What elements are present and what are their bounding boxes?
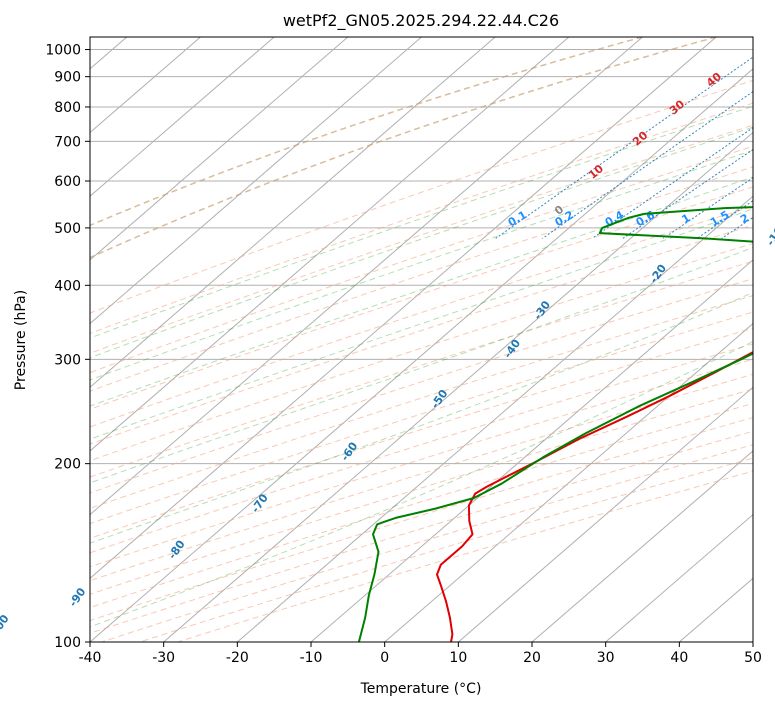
isotherm-line (90, 68, 753, 642)
dry-adiabat-label: -10 (764, 224, 775, 248)
dry-adiabat-line (90, 358, 753, 568)
x-axis-label: Temperature (°C) (360, 681, 482, 697)
dry-adiabat-line (90, 416, 753, 622)
dry-adiabat-label: -90 (66, 585, 88, 609)
isotherm-line (237, 195, 753, 642)
isotherm-line (752, 641, 753, 642)
dry-adiabat-line (90, 186, 753, 410)
dry-adiabat-line (90, 327, 753, 539)
dry-adiabat-line (90, 102, 753, 334)
plot-background (90, 37, 753, 642)
isotherm-line (90, 37, 349, 261)
dry-adiabat-line (90, 260, 753, 478)
y-tick-label: 400 (54, 278, 81, 294)
x-tick-label: 10 (449, 650, 467, 666)
dry-adiabat-line (90, 388, 753, 595)
isotherm-line (163, 131, 753, 642)
dewpoint-profile-line (357, 206, 753, 642)
dry-adiabat-line (90, 430, 753, 634)
isotherm-line (531, 450, 753, 642)
plot-frame (89, 36, 754, 643)
isotherm-line (90, 37, 717, 579)
moist-adiabat-line (90, 149, 753, 381)
dry-adiabat-line (90, 224, 753, 445)
isotherm-line (90, 37, 422, 325)
x-tick-label: -20 (226, 650, 249, 666)
dry-adiabat-line (90, 205, 753, 428)
y-axis-label: Pressure (hPa) (13, 290, 29, 390)
moist-adiabat-line (90, 176, 753, 407)
axes: -40 -30 -20 -10 0 10 20 30 40 50 1000 900 800 700 600 5… (45, 36, 762, 666)
dry-adiabat-line (90, 124, 753, 354)
y-tick-label: 300 (54, 352, 81, 368)
dry-adiabat-line (90, 402, 753, 609)
thermo-reference-lines (90, 37, 775, 642)
mixing-ratio-line (758, 37, 775, 238)
moist-adiabat-line (90, 208, 753, 440)
x-tick-label: 20 (523, 650, 541, 666)
dry-adiabat-label: -100 (0, 612, 12, 642)
y-tick-label: 600 (54, 174, 81, 190)
x-tick-label: 0 (380, 650, 389, 666)
dry-adiabat-line (90, 311, 753, 525)
mixing-ratio-line (495, 56, 753, 239)
dry-adiabat-line (90, 79, 753, 314)
isotherm-line (90, 37, 275, 197)
x-tick-label: -30 (152, 650, 175, 666)
y-tick-label: 100 (54, 635, 81, 651)
sounding-profiles (357, 206, 753, 642)
dry-adiabat-line (90, 278, 753, 494)
isotherm-line (90, 37, 496, 388)
dry-adiabat-line (90, 373, 753, 582)
isotherm-line (90, 37, 570, 452)
x-tick-label: 30 (597, 650, 615, 666)
grid-lines (90, 37, 753, 642)
dry-adiabat-line (90, 145, 753, 374)
isotherm-line (384, 322, 753, 642)
x-tick-label: 40 (670, 650, 688, 666)
isotherm-line (90, 37, 643, 516)
plot-area (90, 37, 753, 642)
isotherm-line (605, 513, 753, 642)
y-tick-label: 1000 (45, 43, 81, 59)
equivalent-potential-temperature-line (90, 37, 643, 227)
equivalent-potential-temperature-line (90, 37, 717, 259)
x-tick-label: -10 (300, 650, 323, 666)
y-tick-label: 500 (54, 221, 81, 237)
x-tick-label: 50 (744, 650, 762, 666)
dry-adiabat-line (90, 166, 753, 392)
y-tick-label: 800 (54, 100, 81, 116)
y-tick-label: 900 (54, 70, 81, 86)
dry-adiabat-line (90, 295, 753, 509)
isotherm-line (458, 386, 753, 642)
mixing-ratio-line (663, 177, 753, 239)
x-tick-label: -40 (79, 650, 102, 666)
y-tick-label: 700 (54, 134, 81, 150)
y-tick-label: 200 (54, 457, 81, 473)
dry-adiabat-line (90, 242, 753, 462)
chart-title: wetPf2_GN05.2025.294.22.44.C26 (283, 11, 559, 31)
moist-adiabat-line (90, 292, 753, 544)
moist-adiabat-line (90, 126, 753, 359)
